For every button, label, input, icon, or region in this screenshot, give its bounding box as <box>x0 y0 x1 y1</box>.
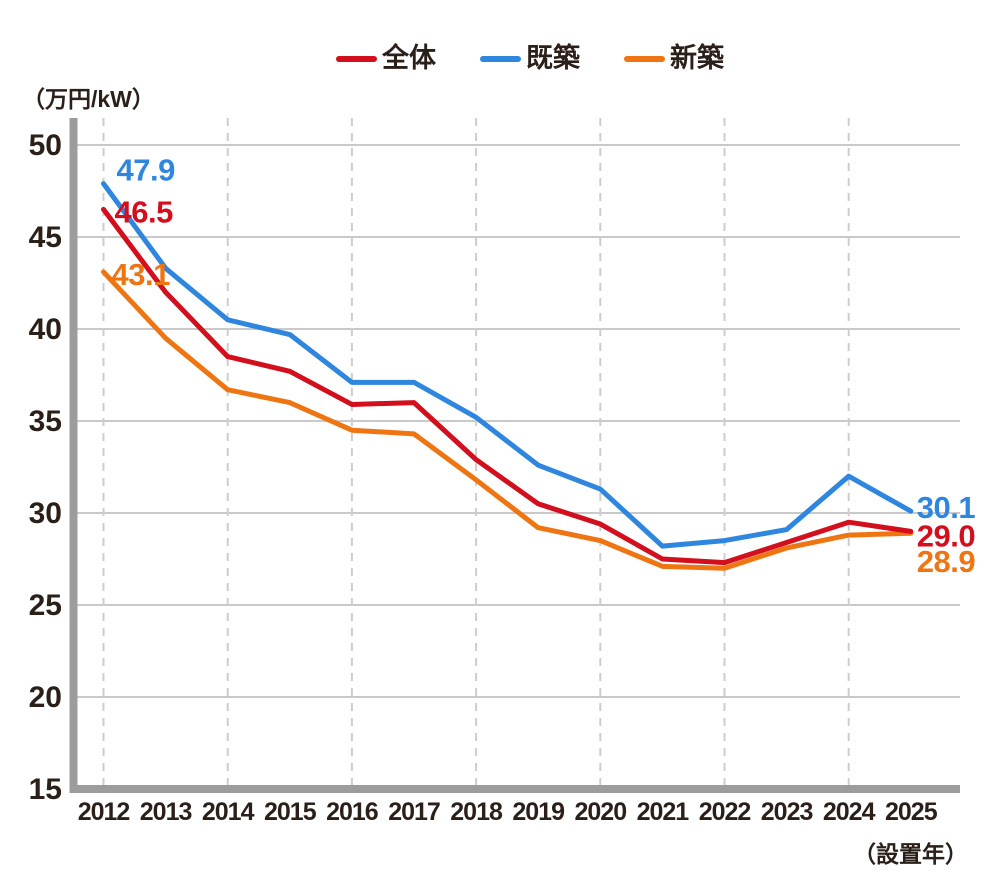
y-tick-label: 25 <box>29 589 62 622</box>
value-label-kichiku-2012: 47.9 <box>117 153 176 188</box>
y-tick-label: 30 <box>29 497 62 530</box>
x-tick-label: 2019 <box>512 798 564 826</box>
x-axis-unit-label: （設置年） <box>853 841 968 867</box>
y-tick-label: 15 <box>29 773 62 806</box>
y-axis-unit-label: （万円/kW） <box>22 86 155 112</box>
y-tick-label: 20 <box>29 681 62 714</box>
legend-label-shinchiku: 新築 <box>670 43 724 73</box>
x-tick-label: 2014 <box>202 798 255 826</box>
value-label-kichiku-2025: 30.1 <box>917 490 976 525</box>
x-tick-label: 2024 <box>823 798 876 826</box>
x-tick-label: 2025 <box>885 798 938 826</box>
x-tick-label: 2022 <box>699 798 751 826</box>
x-axis-line <box>69 785 960 793</box>
legend-swatch-kichiku <box>480 55 521 62</box>
legend-label-zentai: 全体 <box>382 43 436 73</box>
chart-legend: 全体 既築 新築 <box>30 45 1000 72</box>
x-tick-label: 2012 <box>78 798 130 826</box>
y-tick-label: 50 <box>29 129 62 162</box>
series-line-shinchiku <box>101 269 914 571</box>
legend-swatch-shinchiku <box>624 55 665 62</box>
x-tick-label: 2018 <box>450 798 503 826</box>
x-tick-label: 2023 <box>761 798 813 826</box>
x-tick-label: 2013 <box>140 798 192 826</box>
legend-swatch-zentai <box>336 55 377 62</box>
x-tick-label: 2017 <box>388 798 440 826</box>
legend-item-kichiku: 既築 <box>480 45 580 72</box>
x-tick-label: 2020 <box>574 798 626 826</box>
value-label-zentai-2025: 29.0 <box>917 518 975 553</box>
x-tick-label: 2016 <box>326 798 378 826</box>
value-label-shinchiku-2012: 43.1 <box>112 257 171 292</box>
y-tick-label: 45 <box>29 221 62 254</box>
y-tick-label: 35 <box>29 405 62 438</box>
value-label-zentai-2012: 46.5 <box>115 194 174 229</box>
value-label-shinchiku-2025: 28.9 <box>917 544 976 579</box>
y-tick-label: 40 <box>29 313 62 346</box>
series-line-kichiku <box>101 181 914 549</box>
x-tick-label: 2015 <box>264 798 317 826</box>
legend-item-shinchiku: 新築 <box>624 45 724 72</box>
y-axis-line <box>69 118 78 793</box>
legend-item-zentai: 全体 <box>336 45 436 72</box>
series-line-zentai <box>101 206 914 566</box>
legend-label-kichiku: 既築 <box>526 43 580 73</box>
x-tick-label: 2021 <box>637 798 690 826</box>
